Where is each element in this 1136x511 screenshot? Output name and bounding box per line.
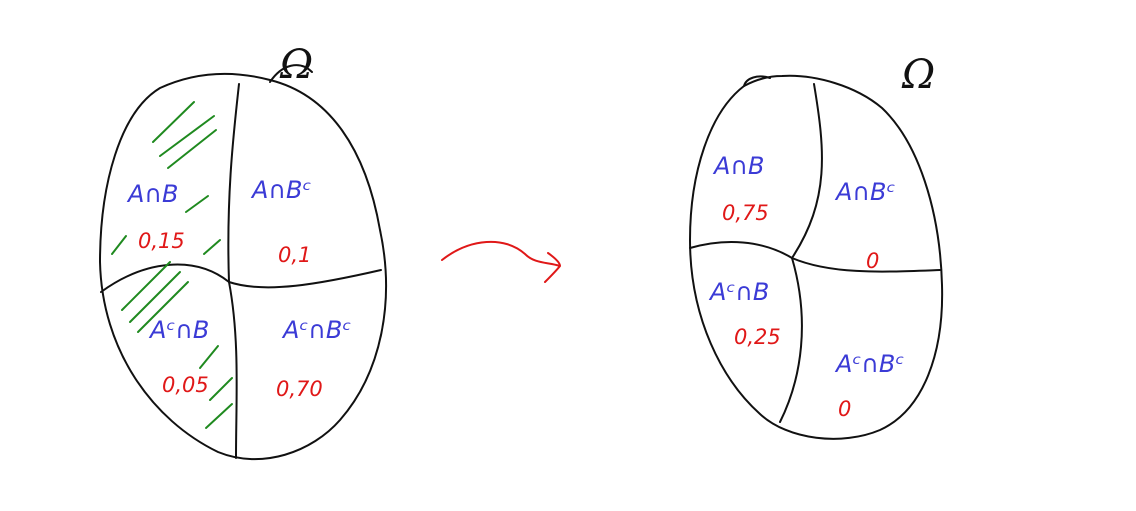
region-label-a-and-bc-before: A∩Bᶜ (250, 176, 311, 204)
divider-vertical-bottom-after (779, 257, 803, 423)
divider-horizontal-left-after (689, 241, 793, 259)
hatching-a-and-b (111, 101, 221, 255)
region-prob-a-and-bc-after: 0 (866, 249, 879, 273)
venn-before: Ω A∩B 0,15 A∩Bᶜ 0,1 Aᶜ∩B 0,05 Aᶜ∩Bᶜ 0,70 (99, 42, 388, 461)
omega-hook-after (743, 75, 771, 87)
region-prob-ac-and-b-after: 0,25 (734, 325, 781, 349)
divider-vertical-bottom-before (228, 281, 238, 459)
venn-after: Ω A∩B 0,75 A∩Bᶜ 0 Aᶜ∩B 0,25 Aᶜ∩Bᶜ 0 (689, 52, 944, 440)
region-label-ac-and-bc-before: Aᶜ∩Bᶜ (281, 316, 351, 344)
transition-arrow (441, 241, 561, 283)
omega-hook-before (269, 64, 313, 83)
divider-vertical-top-after (791, 83, 823, 259)
region-label-a-and-bc-after: A∩Bᶜ (834, 178, 895, 206)
divider-horizontal-left-before (100, 263, 230, 293)
region-prob-a-and-b-before: 0,15 (138, 229, 185, 253)
region-prob-a-and-bc-before: 0,1 (278, 243, 311, 267)
region-prob-ac-and-bc-after: 0 (838, 397, 851, 421)
region-label-a-and-b-after: A∩B (712, 152, 764, 180)
sample-space-outline-after (689, 74, 944, 440)
omega-symbol-after: Ω (901, 52, 935, 98)
region-prob-ac-and-bc-before: 0,70 (276, 377, 323, 401)
region-prob-ac-and-b-before: 0,05 (162, 373, 209, 397)
divider-vertical-top-before (227, 83, 240, 283)
omega-symbol-before: Ω (279, 42, 313, 88)
region-label-ac-and-b-after: Aᶜ∩B (708, 278, 769, 306)
region-label-ac-and-bc-after: Aᶜ∩Bᶜ (834, 350, 904, 378)
hatching-ac-and-b (121, 261, 233, 429)
region-prob-a-and-b-after: 0,75 (722, 201, 769, 225)
region-label-a-and-b-before: A∩B (126, 180, 178, 208)
sample-space-outline-before (99, 72, 388, 461)
region-label-ac-and-b-before: Aᶜ∩B (148, 316, 209, 344)
divider-horizontal-right-before (228, 269, 382, 289)
divider-horizontal-right-after (791, 257, 941, 273)
